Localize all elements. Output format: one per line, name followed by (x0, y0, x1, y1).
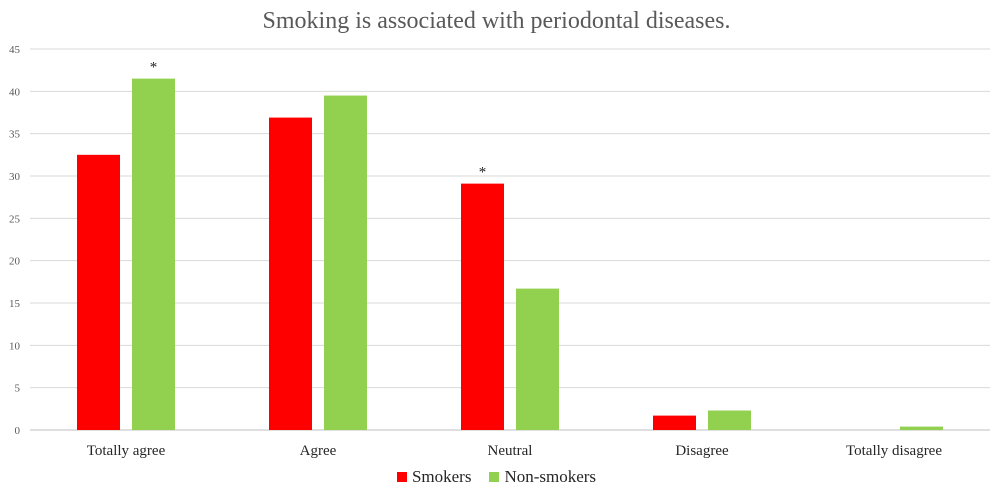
bar-smokers-totally-agree (77, 154, 120, 431)
significance-annotation: * (479, 165, 487, 181)
y-tick-label: 35 (9, 129, 21, 141)
y-tick-label: 20 (9, 256, 21, 268)
legend-label-non-smokers: Non-smokers (504, 467, 597, 486)
bar-non-smokers-totally-agree (132, 78, 175, 430)
x-tick-label: Neutral (488, 443, 533, 459)
chart-title: Smoking is associated with periodontal d… (262, 8, 731, 34)
y-tick-label: 25 (9, 213, 21, 225)
legend-item-non-smokers: Non-smokers (489, 467, 596, 487)
x-tick-label: Totally disagree (846, 443, 942, 459)
y-tick-label: 15 (9, 298, 21, 310)
bar-non-smokers-totally-disagree (900, 426, 943, 430)
bar-non-smokers-agree (324, 95, 367, 431)
chart-legend: Smokers Non-smokers (0, 467, 993, 487)
legend-swatch-non-smokers (489, 472, 500, 482)
legend-item-smokers: Smokers (396, 467, 472, 487)
y-tick-label: 30 (9, 171, 21, 183)
y-tick-label: 0 (15, 425, 21, 437)
y-tick-label: 40 (9, 86, 21, 98)
y-tick-label: 45 (9, 44, 21, 56)
bar-smokers-agree (269, 117, 312, 430)
bar-non-smokers-disagree (708, 410, 751, 430)
significance-annotation: * (150, 60, 158, 76)
legend-label-smokers: Smokers (411, 467, 472, 486)
y-tick-label: 10 (9, 340, 21, 352)
x-tick-label: Agree (300, 443, 337, 459)
bar-smokers-neutral (461, 183, 504, 430)
x-tick-label: Disagree (675, 443, 729, 459)
bar-non-smokers-neutral (516, 288, 559, 430)
x-tick-label: Totally agree (87, 443, 166, 459)
y-tick-label: 5 (15, 383, 21, 395)
legend-swatch-smokers (396, 472, 407, 482)
bar-smokers-disagree (653, 415, 696, 430)
